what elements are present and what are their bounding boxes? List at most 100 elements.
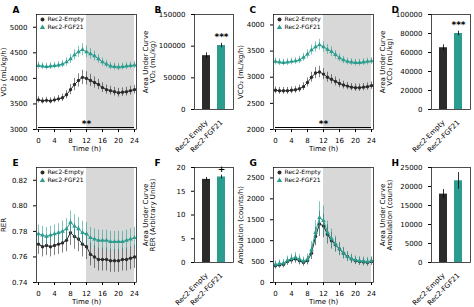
svg-text:4: 4 [52, 290, 57, 298]
svg-text:Time (h): Time (h) [308, 298, 339, 306]
svg-text:20: 20 [114, 137, 123, 145]
svg-text:RER: RER [0, 218, 8, 232]
svg-text:Rec2-Empty: Rec2-Empty [48, 15, 85, 23]
svg-text:Time (h): Time (h) [71, 298, 102, 306]
svg-text:Rec2-Empty: Rec2-Empty [48, 168, 85, 176]
svg-text:Rec2-Empty: Rec2-Empty [285, 168, 322, 176]
svg-text:10: 10 [177, 211, 186, 219]
svg-text:10000: 10000 [400, 221, 422, 229]
svg-text:4: 4 [52, 137, 57, 145]
svg-text:C: C [250, 5, 257, 15]
svg-text:4000: 4000 [247, 21, 265, 29]
svg-text:Rec2-FGF21: Rec2-FGF21 [48, 23, 84, 30]
svg-text:15000: 15000 [400, 202, 422, 210]
svg-text:50000: 50000 [163, 74, 185, 82]
svg-text:F: F [155, 158, 161, 168]
svg-text:25000: 25000 [400, 164, 422, 172]
svg-text:0.78: 0.78 [12, 228, 28, 236]
svg-text:VCO₂ (mL/kg/h): VCO₂ (mL/kg/h) [237, 45, 245, 99]
svg-text:Area Under CurveRER (Arbitrary: Area Under CurveRER (Arbitrary Units) [142, 178, 157, 251]
svg-text:3500: 3500 [10, 100, 28, 108]
svg-text:3000: 3000 [10, 126, 28, 134]
svg-text:D: D [392, 5, 399, 15]
svg-text:4000: 4000 [10, 75, 28, 83]
svg-text:0: 0 [181, 259, 185, 267]
svg-text:16: 16 [98, 137, 107, 146]
svg-text:1500: 1500 [247, 216, 265, 224]
svg-text:24: 24 [367, 290, 376, 298]
svg-text:0: 0 [260, 279, 264, 287]
svg-text:5000: 5000 [10, 24, 28, 32]
svg-text:Time (h): Time (h) [71, 145, 102, 153]
svg-text:0: 0 [36, 137, 40, 145]
svg-text:0.80: 0.80 [12, 202, 28, 210]
svg-text:20000: 20000 [400, 87, 422, 95]
svg-text:Rec2-FGF21: Rec2-FGF21 [189, 119, 224, 153]
svg-text:20: 20 [177, 164, 186, 172]
svg-text:4: 4 [289, 137, 294, 145]
svg-text:100000: 100000 [159, 42, 186, 50]
svg-text:***: *** [214, 32, 228, 42]
svg-text:Area Under CurveVO₂ (mL/kg): Area Under CurveVO₂ (mL/kg) [142, 31, 157, 93]
svg-text:3000: 3000 [247, 73, 265, 81]
svg-text:80000: 80000 [400, 30, 422, 38]
svg-text:20: 20 [351, 137, 360, 145]
svg-text:24: 24 [130, 137, 139, 145]
svg-text:150000: 150000 [159, 11, 186, 19]
svg-text:20: 20 [351, 290, 360, 298]
svg-text:15: 15 [177, 187, 186, 195]
svg-text:VO₂ (mL/kg/h): VO₂ (mL/kg/h) [0, 47, 8, 96]
svg-text:4500: 4500 [10, 49, 28, 57]
svg-text:2000: 2000 [247, 126, 265, 134]
svg-text:12: 12 [319, 137, 328, 146]
svg-text:**: ** [82, 119, 92, 129]
svg-text:20: 20 [114, 290, 123, 298]
svg-text:Ambulation (counts/h): Ambulation (counts/h) [237, 186, 245, 264]
svg-text:0.74: 0.74 [12, 279, 28, 287]
svg-text:***: *** [451, 20, 465, 30]
svg-text:0: 0 [273, 137, 277, 145]
svg-text:20000: 20000 [400, 183, 422, 191]
svg-text:24: 24 [130, 290, 139, 298]
svg-text:Rec2-FGF21: Rec2-FGF21 [426, 119, 461, 153]
svg-text:Rec2-FGF21: Rec2-FGF21 [189, 272, 224, 306]
svg-text:500: 500 [251, 258, 264, 266]
svg-text:Area Under CurveAmbulation (co: Area Under CurveAmbulation (counts) [379, 179, 394, 250]
svg-text:+: + [218, 164, 226, 174]
svg-text:4: 4 [289, 290, 294, 298]
svg-text:100000: 100000 [396, 11, 423, 19]
svg-text:0.82: 0.82 [12, 177, 28, 185]
svg-text:0: 0 [418, 106, 422, 114]
svg-text:**: ** [319, 119, 329, 129]
svg-text:60000: 60000 [400, 49, 422, 57]
svg-text:Rec2-FGF21: Rec2-FGF21 [285, 23, 321, 30]
svg-text:5: 5 [181, 235, 185, 243]
svg-text:24: 24 [367, 137, 376, 145]
svg-text:2500: 2500 [247, 174, 265, 182]
svg-text:2000: 2000 [247, 195, 265, 203]
svg-text:0: 0 [181, 106, 185, 114]
svg-text:5000: 5000 [405, 240, 423, 248]
svg-text:0.76: 0.76 [12, 253, 28, 261]
svg-text:A: A [13, 5, 20, 15]
svg-text:H: H [392, 158, 400, 168]
svg-text:Rec2-FGF21: Rec2-FGF21 [426, 272, 461, 306]
svg-text:Time (h): Time (h) [308, 145, 339, 153]
svg-text:0: 0 [273, 290, 277, 298]
svg-text:12: 12 [82, 290, 91, 299]
svg-text:Rec2-Empty: Rec2-Empty [285, 15, 322, 23]
svg-text:2500: 2500 [247, 100, 265, 108]
svg-text:3500: 3500 [247, 47, 265, 55]
svg-text:E: E [13, 158, 19, 168]
svg-text:G: G [250, 158, 257, 168]
svg-text:0: 0 [36, 290, 40, 298]
svg-text:B: B [155, 5, 162, 15]
svg-text:0: 0 [418, 259, 422, 267]
svg-text:1000: 1000 [247, 237, 265, 245]
svg-text:Rec2-FGF21: Rec2-FGF21 [48, 176, 84, 183]
svg-text:Rec2-FGF21: Rec2-FGF21 [285, 176, 321, 183]
svg-text:Area Under CurveVCO₂ (mL/kg): Area Under CurveVCO₂ (mL/kg) [379, 31, 394, 93]
svg-text:16: 16 [335, 137, 344, 146]
svg-text:12: 12 [82, 137, 91, 146]
svg-text:40000: 40000 [400, 68, 422, 76]
